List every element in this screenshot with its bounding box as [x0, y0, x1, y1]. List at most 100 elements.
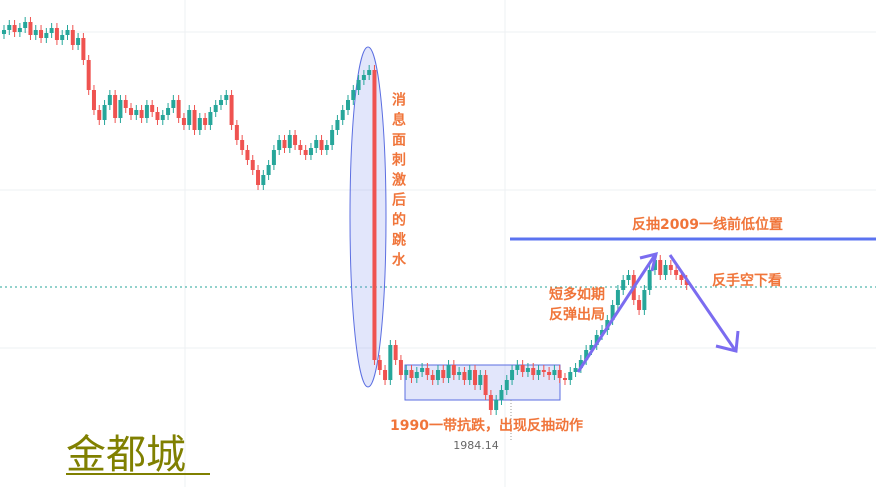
- candle-body: [229, 95, 234, 125]
- candle-body: [451, 365, 456, 375]
- candle-body: [76, 38, 81, 45]
- candle-body: [129, 108, 134, 115]
- candle-body: [377, 360, 382, 370]
- candle-body: [314, 140, 319, 148]
- candle-body: [97, 110, 102, 120]
- candle-body: [446, 365, 451, 378]
- candle-body: [674, 270, 679, 275]
- candle-body: [457, 372, 462, 375]
- candle-body: [473, 370, 478, 385]
- candle-body: [679, 275, 684, 280]
- candle-body: [287, 135, 292, 148]
- candle-body: [541, 370, 546, 372]
- candle-body: [324, 145, 329, 150]
- candle-body: [208, 112, 213, 125]
- candle-body: [28, 22, 33, 35]
- candle-body: [261, 175, 266, 185]
- candle-body: [504, 380, 509, 390]
- candle-body: [181, 118, 186, 125]
- highlight-ellipse: [349, 46, 387, 388]
- long-note-line: 反弹出局: [549, 306, 605, 323]
- candle-body: [361, 75, 366, 80]
- candle-body: [91, 90, 96, 110]
- candle-body: [578, 360, 583, 368]
- candle-body: [39, 30, 44, 38]
- candle-body: [346, 100, 350, 110]
- candle-body: [256, 170, 261, 185]
- candle-body: [65, 30, 70, 35]
- candle-body: [107, 95, 112, 105]
- candle-body: [525, 368, 530, 372]
- price-label: 1984.14: [453, 439, 499, 452]
- candle-body: [144, 105, 149, 118]
- candle-body: [134, 110, 139, 115]
- candle-body: [568, 372, 573, 380]
- candle-body: [197, 118, 202, 130]
- candle-body: [668, 265, 673, 270]
- watermark: 金都城: [66, 432, 186, 478]
- candle-body: [351, 90, 356, 100]
- candle-body: [367, 70, 372, 75]
- candle-body: [293, 135, 298, 145]
- candle-body: [113, 95, 118, 118]
- candle-body: [224, 95, 229, 100]
- candle-body: [33, 30, 38, 35]
- support-note: 1990一带抗跌，出现反抽动作: [390, 417, 583, 434]
- candle-body: [483, 375, 488, 395]
- candle-body: [54, 28, 59, 40]
- arrows: [576, 251, 740, 373]
- candle-body: [404, 370, 409, 375]
- candle-body: [510, 370, 515, 380]
- candle-body: [425, 368, 430, 375]
- candle-body: [573, 368, 578, 372]
- candles: [2, 17, 689, 415]
- candle-body: [626, 275, 631, 280]
- candle-body: [441, 370, 446, 378]
- candle-body: [462, 372, 467, 380]
- candle-body: [557, 370, 562, 378]
- candle-body: [420, 368, 425, 372]
- candle-body: [594, 335, 599, 345]
- candle-body: [319, 140, 324, 150]
- candle-body: [393, 345, 398, 360]
- candle-body: [658, 260, 663, 275]
- candle-body: [647, 270, 652, 290]
- candle-body: [356, 80, 361, 90]
- candle-body: [166, 108, 171, 115]
- candle-body: [102, 105, 107, 120]
- candle-body: [388, 345, 393, 380]
- short-note: 反手空下看: [712, 272, 782, 289]
- candle-body: [176, 100, 181, 118]
- candle-body: [414, 372, 419, 378]
- candle-body: [7, 25, 12, 30]
- candle-body: [330, 130, 335, 145]
- resistance-note: 反抽2009一线前低位置: [632, 216, 783, 233]
- candle-body: [81, 38, 86, 60]
- candle-body: [547, 372, 552, 375]
- candle-body: [118, 100, 123, 118]
- candle-body: [398, 360, 403, 375]
- candle-body: [187, 110, 192, 125]
- candle-body: [409, 370, 414, 378]
- candle-body: [192, 110, 197, 130]
- candle-body: [171, 100, 176, 108]
- long-note-line: 短多如期: [549, 286, 605, 303]
- candle-body: [240, 140, 245, 150]
- candle-body: [49, 28, 54, 33]
- candle-body: [652, 260, 657, 270]
- candle-body: [155, 112, 160, 120]
- candle-body: [335, 120, 340, 130]
- candle-body: [44, 33, 49, 38]
- candle-body: [213, 105, 218, 112]
- candle-body: [488, 395, 493, 410]
- candle-body: [494, 400, 499, 410]
- candle-body: [637, 300, 642, 310]
- candle-body: [340, 110, 345, 120]
- candle-body: [600, 330, 605, 335]
- candle-body: [642, 290, 647, 310]
- candle-body: [515, 365, 520, 370]
- candle-body: [250, 160, 255, 170]
- candle-body: [266, 165, 271, 175]
- candle-body: [663, 265, 668, 275]
